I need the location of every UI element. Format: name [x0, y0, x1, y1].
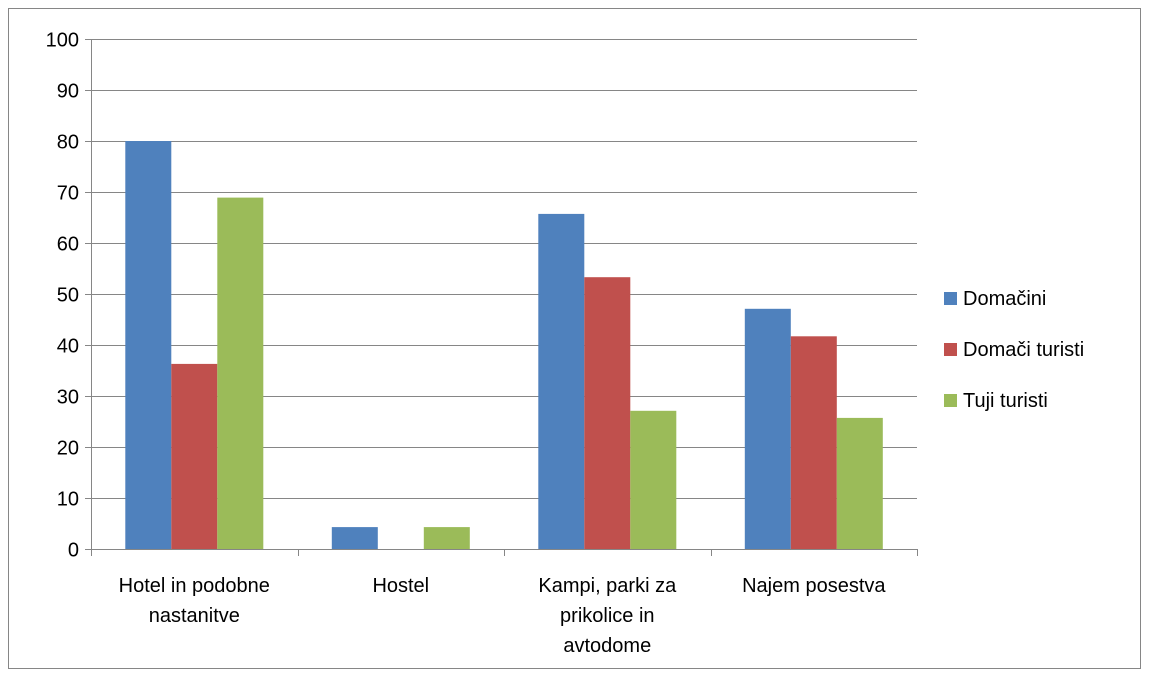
y-tick-label: 30: [57, 387, 79, 409]
bar-3-4: [836, 417, 883, 549]
y-tick-label: 60: [57, 234, 79, 256]
bar-3-1: [217, 197, 264, 549]
y-tick-label: 0: [68, 540, 79, 562]
y-tick-label: 50: [57, 285, 79, 307]
legend-swatch: [944, 343, 957, 356]
x-tick-label: avtodome: [563, 635, 651, 657]
y-tick-label: 80: [57, 132, 79, 154]
bar-3-2: [423, 527, 470, 549]
y-tick-label: 20: [57, 438, 79, 460]
bar-1-1: [125, 141, 172, 549]
bar-1-3: [538, 213, 585, 549]
legend: Domačini Domači turisti Tuji turisti: [944, 288, 1084, 412]
x-tick-label: Kampi, parki za: [538, 575, 677, 597]
legend-label: Domačini: [963, 288, 1046, 310]
axes: 0 10 20 30 40 50 60 70 80 90 100 Hotel in podobne na…: [46, 30, 918, 657]
bar-3-3: [630, 410, 677, 549]
legend-swatch: [944, 292, 957, 305]
y-tick-label: 40: [57, 336, 79, 358]
x-tick-label: nastanitve: [149, 605, 240, 627]
y-tick-label: 100: [46, 30, 79, 52]
bar-2-3: [584, 277, 631, 549]
bar-2-4: [790, 336, 837, 549]
y-tick-label: 90: [57, 81, 79, 103]
legend-swatch: [944, 394, 957, 407]
legend-label: Tuji turisti: [963, 390, 1048, 412]
x-tick-label: Najem posestva: [742, 575, 886, 597]
x-tick-label: Hostel: [372, 575, 429, 597]
bars: [125, 141, 883, 549]
x-tick-label: prikolice in: [560, 605, 654, 627]
x-tick-label: Hotel in podobne: [119, 575, 270, 597]
y-tick-label: 70: [57, 183, 79, 205]
y-tick-label: 10: [57, 489, 79, 511]
bar-1-2: [331, 527, 378, 549]
legend-label: Domači turisti: [963, 339, 1084, 361]
bar-1-4: [744, 308, 791, 549]
bar-2-1: [171, 363, 218, 549]
